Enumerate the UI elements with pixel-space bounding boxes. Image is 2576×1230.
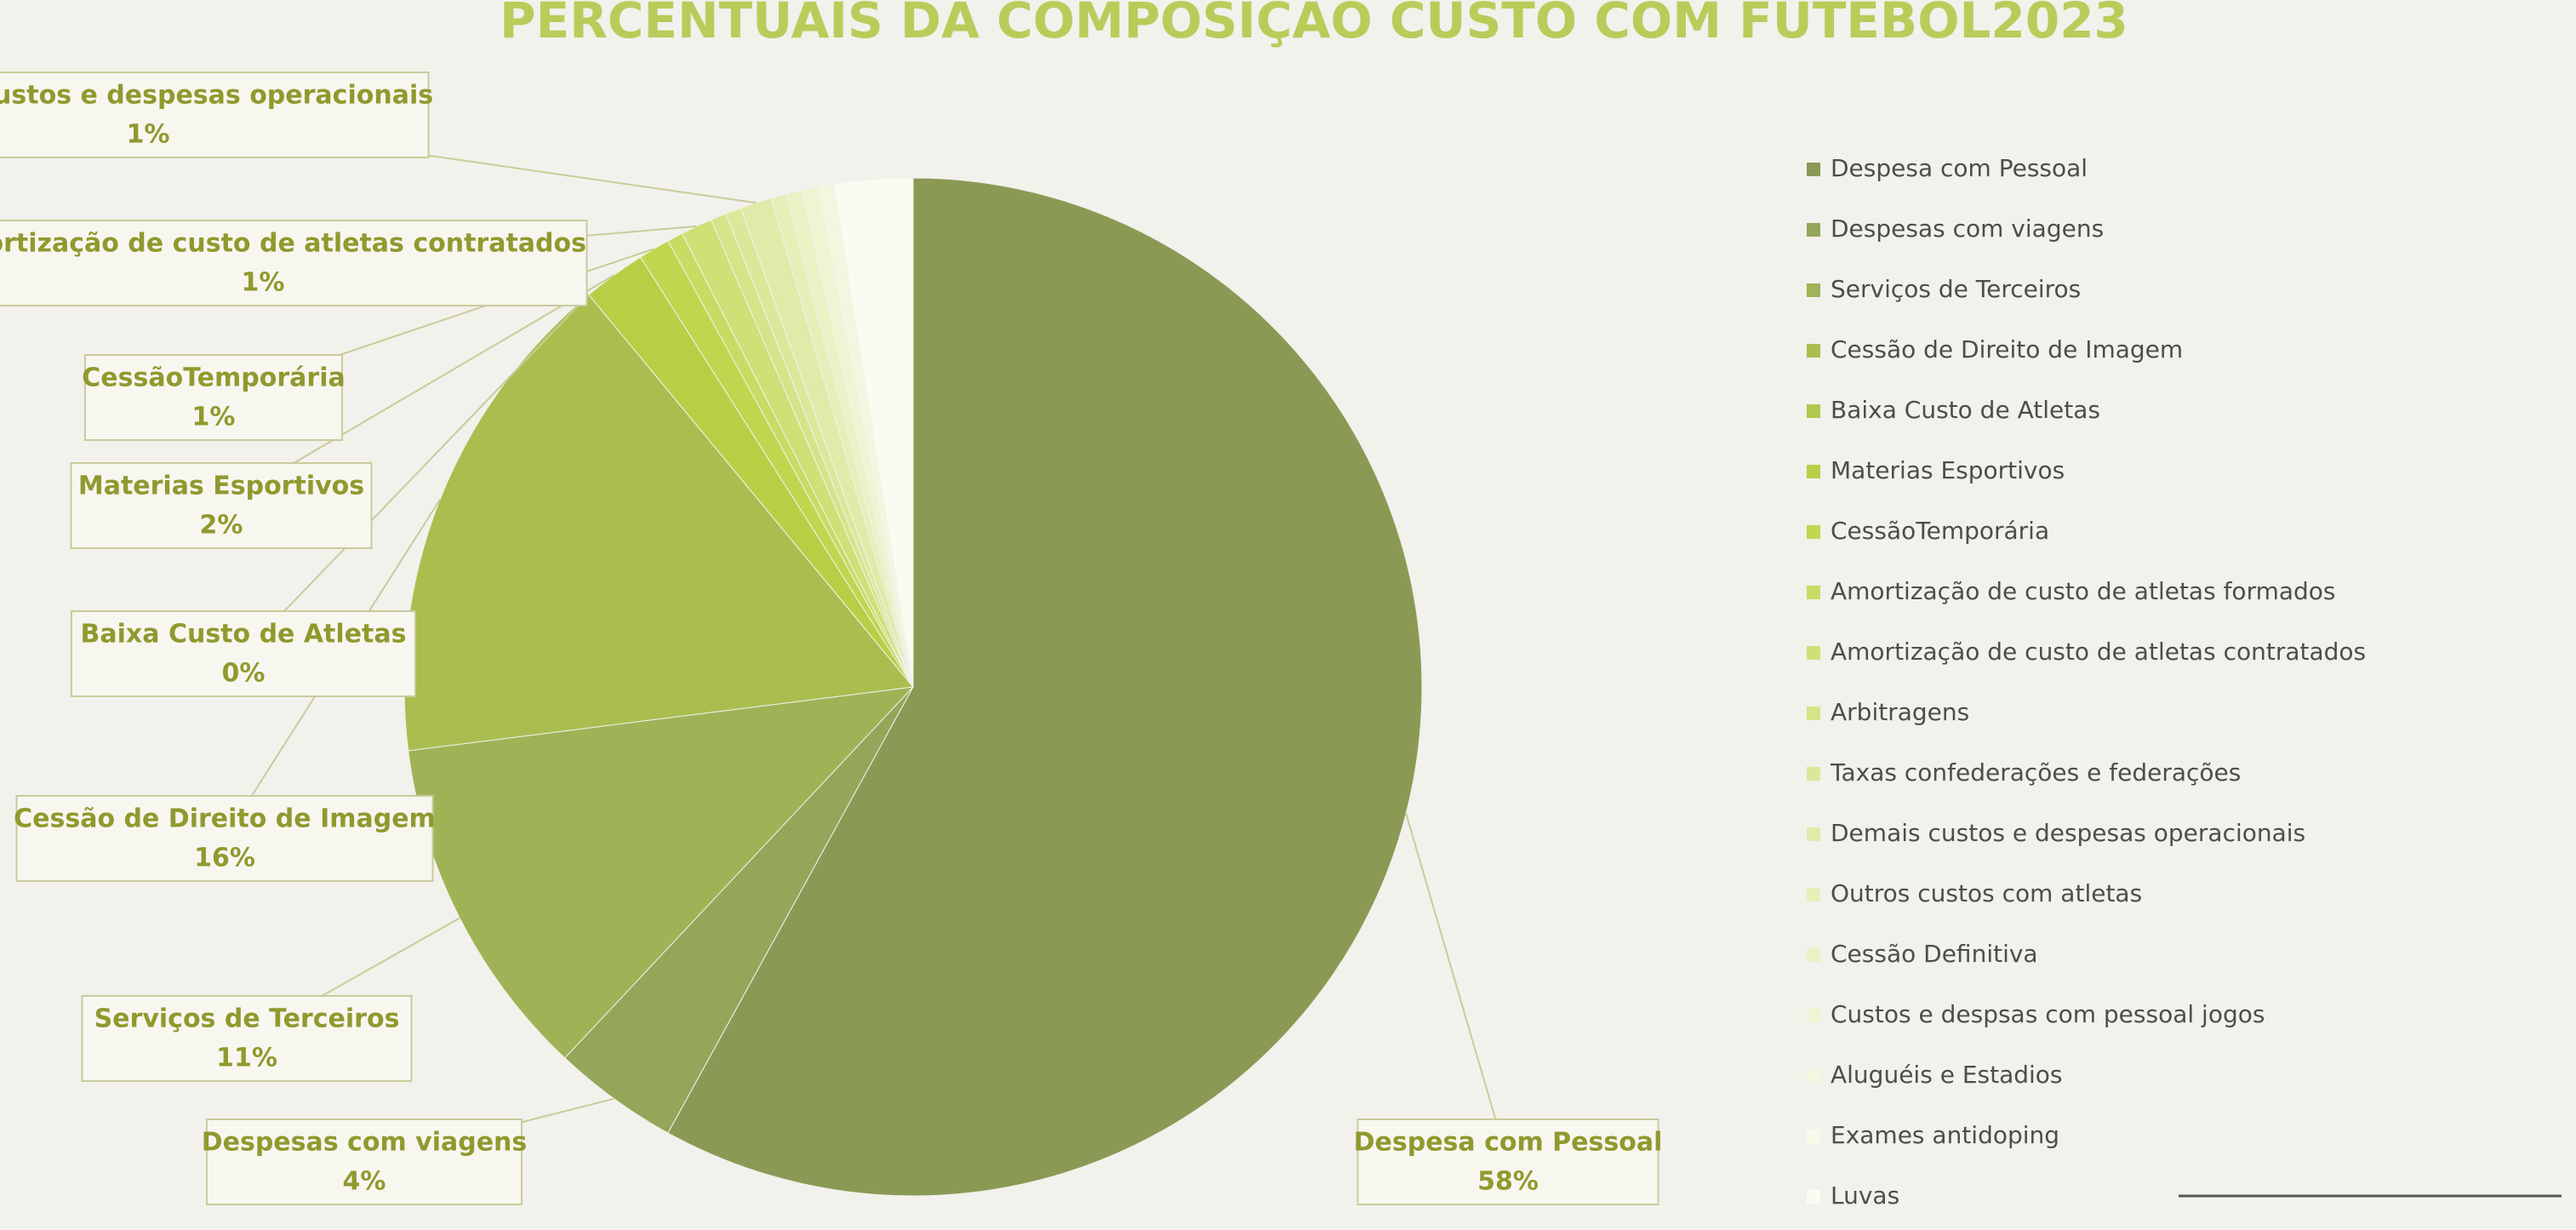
data-label-name: Despesa com Pessoal [1354,1128,1663,1158]
label-box [1357,1118,1659,1205]
legend-label: Cessão Definitiva [1831,940,2038,968]
legend-swatch [1807,888,1820,901]
legend-label: Custos e despsas com pessoal jogos [1831,1000,2265,1028]
label-box [70,462,373,549]
legend-label: Amortização de custo de atletas contrata… [1831,638,2366,666]
legend-swatch [1807,525,1820,539]
label-box [71,610,416,697]
chart-title: PERCENTUAIS DA COMPOSIÇÃO CUSTO COM FUTE… [500,0,2128,49]
legend-label: Despesas com viagens [1831,215,2104,243]
legend-label: Outros custos com atletas [1831,879,2142,907]
legend-swatch [1807,948,1820,962]
legend-label: Luvas [1831,1181,1899,1210]
label-box [81,995,413,1082]
legend-swatch [1807,1190,1820,1204]
data-label: 2% [200,511,243,541]
data-label-name: CessãoTemporária [82,363,345,393]
label-box [0,72,430,158]
legend-label: Taxas confederações e federações [1830,758,2241,787]
legend-swatch [1807,465,1820,478]
data-label: 16% [194,844,255,873]
data-label-name: Amortização de custo de atletas contrata… [0,229,586,259]
legend-swatch [1807,1069,1820,1083]
leader-line [1405,813,1509,1163]
legend-label: Exames antidoping [1831,1121,2059,1149]
data-label: 1% [192,403,236,432]
legend-swatch [1807,1009,1820,1022]
legend-swatch [1807,586,1820,599]
legend-swatch [1807,404,1820,418]
legend-swatch [1807,163,1820,176]
legend-label: Aluguéis e Estadios [1831,1061,2063,1089]
legend-label: Demais custos e despesas operacionais [1831,819,2305,847]
data-label: 0% [222,659,266,689]
data-label-name: Serviços de Terceiros [94,1004,400,1034]
legend-label: CessãoTemporária [1831,517,2049,545]
data-label: 11% [216,1044,277,1073]
label-box [84,354,343,441]
data-label-name: Cessão de Direito de Imagem [14,804,436,834]
legend-swatch [1807,283,1820,297]
legend-label: Despesa com Pessoal [1831,154,2088,182]
legend-label: Serviços de Terceiros [1831,275,2081,303]
legend-swatch [1807,223,1820,237]
legend-label: Materias Esportivos [1831,456,2065,484]
pie-slice [667,177,1423,1197]
legend-label: Baixa Custo de Atletas [1831,396,2100,424]
data-label-name: Materias Esportivos [78,472,364,501]
legend-label: Amortização de custo de atletas formados [1831,577,2336,605]
label-box [206,1118,523,1205]
legend-swatch [1807,344,1820,358]
label-box [15,795,434,882]
data-label: 1% [242,268,285,298]
legend-label: Cessão de Direito de Imagem [1831,335,2183,363]
data-label: 4% [343,1167,386,1197]
data-label-name: Demais custos e despesas operacionais [0,81,433,111]
pie-slice [408,686,915,1059]
legend-swatch [1807,707,1820,720]
leader-line [243,294,590,655]
legend-swatch [1807,767,1820,781]
data-label: 58% [1477,1167,1539,1197]
legend-swatch [1807,827,1820,841]
label-box [0,220,588,306]
pie-slice [832,177,914,688]
data-label: 1% [127,120,170,150]
data-label-name: Baixa Custo de Atletas [81,620,407,649]
legend-swatch [1807,646,1820,660]
legend-label: Arbitragens [1831,698,1969,726]
legend-swatch [1807,1130,1820,1143]
data-label-name: Despesas com viagens [202,1128,528,1158]
